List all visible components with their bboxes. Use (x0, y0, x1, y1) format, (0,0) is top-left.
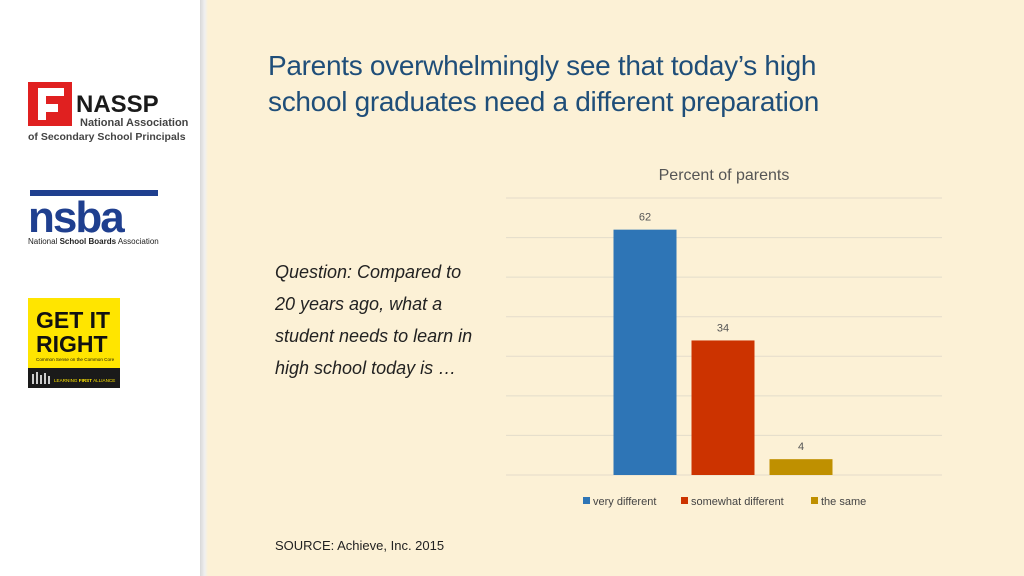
legend-swatch (681, 497, 688, 504)
legend-item: the same (811, 496, 866, 508)
survey-question: Question: Compared to 20 years ago, what… (275, 262, 473, 378)
logo-sidebar: NASSP National Association of Secondary … (0, 0, 200, 576)
legend-label: very different (593, 496, 656, 508)
legend-label: somewhat different (691, 496, 784, 508)
slide-title-line2: school graduates need a different prepar… (268, 86, 820, 117)
hands-icon (32, 372, 50, 384)
legend-label: the same (821, 496, 866, 508)
bar-very-different (613, 229, 677, 475)
nsba-logo-graphic: nsba National School Boards Association (28, 190, 159, 246)
slide-title: Parents overwhelmingly see that today’s … (268, 48, 968, 120)
chart-title: Percent of parents (659, 167, 790, 184)
legend-swatch (811, 497, 818, 504)
get-it-tagline: Common Sense on the Common Core (36, 357, 115, 362)
data-label: 4 (798, 441, 804, 453)
chart-legend: very different somewhat different the same (583, 496, 866, 508)
get-it-line2: RIGHT (36, 331, 108, 357)
nsba-caption: National School Boards Association (28, 237, 159, 246)
source-note: SOURCE: Achieve, Inc. 2015 (275, 538, 445, 553)
get-it-footer: LEARNING FIRST ALLIANCE (54, 378, 115, 383)
nassp-line2: of Secondary School Principals (28, 131, 186, 143)
get-it-line1: GET IT (36, 307, 110, 333)
bar-somewhat-different (691, 340, 755, 475)
nassp-name: NASSP (76, 91, 159, 118)
chart-data-labels: 62 34 4 (639, 212, 804, 454)
get-it-right-graphic: GET IT RIGHT Common Sense on the Common … (28, 298, 120, 388)
bar-the-same (769, 459, 833, 475)
data-label: 34 (717, 322, 729, 334)
legend-item: somewhat different (681, 496, 784, 508)
nsba-logo: nsba National School Boards Association (28, 190, 168, 248)
slide-title-line1: Parents overwhelmingly see that today’s … (268, 50, 817, 81)
nsba-mark: nsba (28, 193, 125, 242)
nassp-line1: National Association (80, 117, 189, 129)
legend-swatch (583, 497, 590, 504)
nassp-logo-graphic: NASSP National Association of Secondary … (28, 82, 189, 143)
chart-bars (613, 229, 833, 475)
nassp-logo: NASSP National Association of Secondary … (28, 82, 193, 146)
sidebar-divider (200, 0, 208, 576)
get-it-right-logo: GET IT RIGHT Common Sense on the Common … (28, 298, 120, 388)
legend-item: very different (583, 496, 656, 508)
data-label: 62 (639, 212, 651, 224)
